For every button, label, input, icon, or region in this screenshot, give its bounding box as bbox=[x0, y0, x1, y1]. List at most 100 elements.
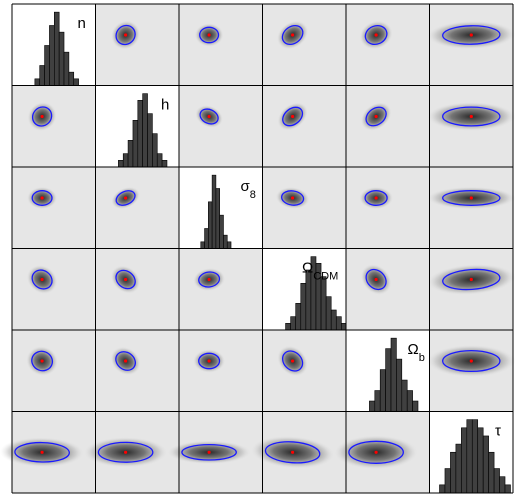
histogram-bar bbox=[385, 348, 392, 412]
peak-marker bbox=[374, 33, 378, 37]
contour-68 bbox=[181, 443, 237, 461]
panel-background bbox=[12, 85, 96, 167]
peak-marker bbox=[207, 450, 211, 454]
histogram-bar bbox=[305, 269, 312, 331]
parameter-label: ΩCDM bbox=[302, 260, 338, 283]
density-panel-omega_b-sigma8 bbox=[179, 330, 263, 412]
histogram-bar bbox=[58, 31, 65, 86]
peak-marker bbox=[207, 277, 211, 282]
contour-68 bbox=[364, 24, 388, 46]
contour-68 bbox=[442, 106, 501, 127]
histogram-bar bbox=[204, 228, 209, 249]
panel-background bbox=[346, 4, 430, 86]
contour-68 bbox=[348, 440, 404, 464]
peak-marker bbox=[291, 359, 295, 363]
histogram-bar bbox=[219, 214, 224, 249]
peak-marker bbox=[124, 359, 128, 363]
contour-68 bbox=[198, 271, 221, 288]
histogram-bar bbox=[73, 78, 79, 86]
histogram-bar bbox=[379, 369, 386, 412]
density-panel-tau-omega_b bbox=[334, 411, 430, 493]
histogram-bar bbox=[466, 419, 473, 494]
contour-68 bbox=[281, 190, 305, 206]
density-panel-sigma8-omega_b bbox=[346, 167, 430, 249]
contour-68 bbox=[31, 350, 54, 372]
contour-68 bbox=[115, 190, 136, 206]
histogram-bar bbox=[374, 390, 381, 412]
histogram-bar bbox=[68, 71, 75, 86]
peak-marker bbox=[207, 114, 211, 119]
peak-marker bbox=[291, 33, 295, 37]
density-panel-omega_cdm-h bbox=[95, 248, 179, 330]
peak-marker bbox=[291, 114, 295, 119]
contour-68 bbox=[442, 268, 501, 291]
histogram-bar bbox=[330, 309, 337, 331]
histogram-bar bbox=[132, 120, 139, 168]
density-panel-h-omega_b bbox=[346, 85, 430, 167]
density-panel-h-omega_cdm bbox=[262, 85, 346, 167]
density-panel-sigma8-tau bbox=[427, 167, 516, 249]
contour-68 bbox=[14, 441, 70, 463]
parameter-symbol: τ bbox=[495, 423, 501, 440]
histogram-bar bbox=[53, 11, 60, 86]
contour-68 bbox=[31, 190, 53, 206]
contour-68 bbox=[264, 441, 321, 464]
histogram-bar bbox=[499, 476, 506, 494]
peak-marker bbox=[40, 196, 44, 200]
histogram-bar bbox=[211, 174, 217, 249]
parameter-symbol: σ bbox=[241, 178, 251, 195]
histogram-bar bbox=[412, 400, 419, 412]
panel-background bbox=[346, 85, 430, 167]
peak-marker bbox=[291, 450, 295, 454]
contour-68 bbox=[31, 106, 53, 127]
contour-68 bbox=[442, 25, 501, 45]
histogram-bar bbox=[455, 443, 462, 494]
histogram-bar bbox=[147, 113, 153, 168]
peak-marker bbox=[124, 33, 128, 37]
parameter-subscript: 8 bbox=[250, 189, 256, 201]
contour-68 bbox=[365, 106, 387, 127]
density-panel-tau-n bbox=[0, 411, 96, 493]
peak-marker bbox=[124, 196, 128, 200]
density-panel-omega_cdm-sigma8 bbox=[179, 248, 263, 330]
contour-68 bbox=[365, 268, 387, 291]
histogram-bar bbox=[390, 337, 397, 412]
peak-marker bbox=[374, 196, 378, 200]
density-panel-sigma8-h bbox=[95, 167, 179, 249]
histogram-bar bbox=[39, 65, 45, 86]
panel-background bbox=[12, 167, 96, 249]
peak-marker bbox=[40, 114, 44, 119]
histogram-bar bbox=[285, 323, 291, 331]
density-panel-h-n bbox=[12, 85, 96, 167]
histogram-panel-sigma8: σ8 bbox=[179, 167, 263, 249]
parameter-label: σ8 bbox=[241, 178, 256, 201]
peak-marker bbox=[207, 33, 211, 37]
contour-68 bbox=[281, 350, 304, 372]
histogram-bar bbox=[127, 140, 134, 168]
histogram-bar bbox=[369, 400, 376, 412]
contour-68 bbox=[282, 106, 304, 127]
density-panel-n-tau bbox=[427, 4, 516, 86]
histogram-bar bbox=[401, 379, 408, 412]
histogram-bar bbox=[444, 468, 451, 494]
histogram-panel-h: h bbox=[95, 85, 179, 168]
contour-68 bbox=[31, 269, 53, 290]
parameter-label: τ bbox=[495, 423, 501, 440]
parameter-symbol: Ω bbox=[302, 260, 313, 277]
panel-background bbox=[262, 167, 346, 249]
contour-68 bbox=[115, 24, 136, 46]
histogram-bar bbox=[226, 241, 232, 249]
contour-68 bbox=[97, 441, 154, 463]
histogram-bar bbox=[208, 201, 213, 249]
density-panel-tau-h bbox=[83, 411, 179, 493]
histogram-bar bbox=[482, 435, 489, 494]
peak-marker bbox=[469, 33, 473, 37]
peak-marker bbox=[374, 450, 378, 454]
histogram-bar bbox=[215, 188, 220, 249]
density-panel-tau-sigma8 bbox=[167, 411, 263, 493]
histogram-bar bbox=[63, 51, 70, 86]
histogram-bar bbox=[142, 93, 148, 168]
density-panel-omega_cdm-n bbox=[12, 248, 96, 330]
